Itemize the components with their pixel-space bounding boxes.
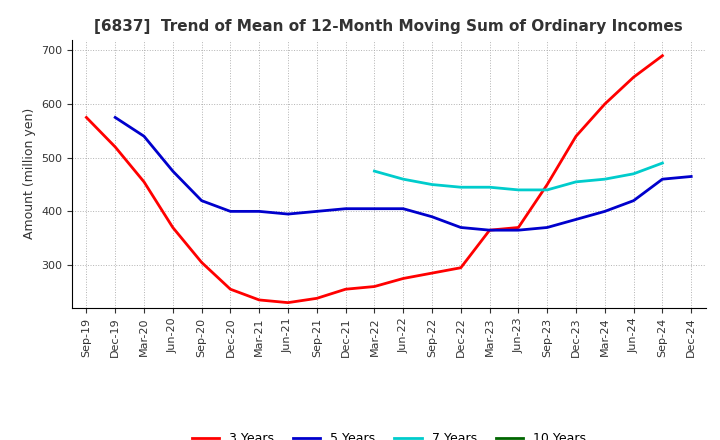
7 Years [514,187,523,193]
3 Years [514,225,523,230]
3 Years [658,53,667,59]
7 Years [629,171,638,176]
3 Years [82,115,91,120]
5 Years [600,209,609,214]
7 Years [428,182,436,187]
3 Years [370,284,379,289]
Line: 5 Years: 5 Years [115,117,691,230]
5 Years [370,206,379,211]
5 Years [629,198,638,203]
3 Years [456,265,465,270]
Line: 7 Years: 7 Years [374,163,662,190]
3 Years [197,260,206,265]
3 Years [572,134,580,139]
5 Years [399,206,408,211]
5 Years [140,134,148,139]
3 Years [255,297,264,303]
5 Years [168,169,177,174]
3 Years [600,101,609,106]
Line: 3 Years: 3 Years [86,56,662,303]
3 Years [140,179,148,184]
3 Years [111,144,120,150]
7 Years [600,176,609,182]
7 Years [543,187,552,193]
3 Years [543,182,552,187]
3 Years [428,271,436,276]
5 Years [284,212,292,217]
5 Years [514,227,523,233]
3 Years [341,286,350,292]
3 Years [284,300,292,305]
5 Years [543,225,552,230]
3 Years [312,296,321,301]
5 Years [111,115,120,120]
Y-axis label: Amount (million yen): Amount (million yen) [22,108,35,239]
3 Years [399,276,408,281]
Title: [6837]  Trend of Mean of 12-Month Moving Sum of Ordinary Incomes: [6837] Trend of Mean of 12-Month Moving … [94,19,683,34]
5 Years [456,225,465,230]
5 Years [485,227,494,233]
7 Years [485,185,494,190]
3 Years [168,225,177,230]
7 Years [370,169,379,174]
5 Years [687,174,696,179]
5 Years [428,214,436,220]
3 Years [485,227,494,233]
3 Years [226,286,235,292]
5 Years [572,217,580,222]
Legend: 3 Years, 5 Years, 7 Years, 10 Years: 3 Years, 5 Years, 7 Years, 10 Years [186,427,591,440]
5 Years [226,209,235,214]
5 Years [197,198,206,203]
5 Years [255,209,264,214]
7 Years [399,176,408,182]
5 Years [658,176,667,182]
3 Years [629,74,638,80]
5 Years [341,206,350,211]
7 Years [572,179,580,184]
5 Years [312,209,321,214]
7 Years [456,185,465,190]
7 Years [658,161,667,166]
